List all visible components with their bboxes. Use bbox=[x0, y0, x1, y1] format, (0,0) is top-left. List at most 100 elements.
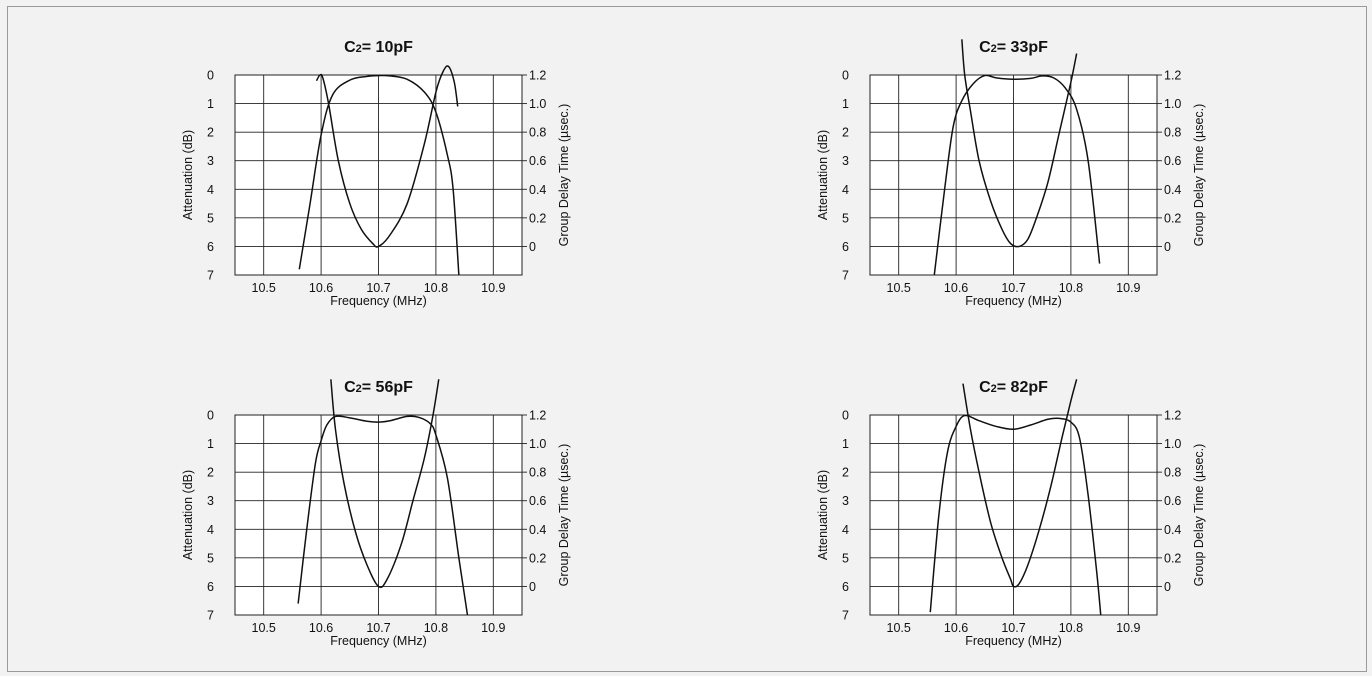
y-left-tick-label: 5 bbox=[207, 551, 214, 565]
y-left-axis-label: Attenuation (dB) bbox=[816, 470, 830, 560]
x-tick-label: 10.8 bbox=[424, 621, 448, 635]
y-left-tick-label: 4 bbox=[842, 183, 849, 197]
x-axis-label: Frequency (MHz) bbox=[330, 634, 427, 648]
y-left-tick-label: 3 bbox=[842, 494, 849, 508]
y-left-tick-label: 2 bbox=[207, 466, 214, 480]
y-left-tick-label: 5 bbox=[842, 551, 849, 565]
y-right-tick-label: 0.8 bbox=[529, 126, 546, 140]
x-tick-label: 10.6 bbox=[944, 281, 968, 295]
y-right-tick-label: 0 bbox=[529, 580, 536, 594]
x-tick-label: 10.5 bbox=[887, 281, 911, 295]
y-left-tick-label: 1 bbox=[207, 97, 214, 111]
y-left-tick-label: 1 bbox=[207, 437, 214, 451]
title-main: C bbox=[344, 39, 356, 56]
y-left-tick-label: 4 bbox=[842, 523, 849, 537]
x-tick-label: 10.7 bbox=[366, 621, 390, 635]
y-left-tick-label: 0 bbox=[842, 69, 849, 83]
x-tick-label: 10.7 bbox=[1001, 621, 1025, 635]
title-subscript: 2 bbox=[991, 43, 997, 55]
y-left-axis-label: Attenuation (dB) bbox=[181, 470, 195, 560]
plot-border bbox=[869, 414, 1158, 616]
y-right-tick-label: 0.2 bbox=[529, 211, 546, 225]
x-tick-label: 10.7 bbox=[366, 281, 390, 295]
plot-border bbox=[234, 414, 523, 616]
y-left-axis-label: Attenuation (dB) bbox=[816, 130, 830, 220]
x-tick-label: 10.9 bbox=[1116, 281, 1140, 295]
y-right-tick-label: 0 bbox=[529, 240, 536, 254]
y-right-axis-label: Group Delay Time (µsec.) bbox=[557, 104, 571, 247]
x-tick-label: 10.8 bbox=[1059, 621, 1083, 635]
y-left-tick-label: 2 bbox=[842, 466, 849, 480]
group-delay-curve bbox=[315, 65, 459, 248]
y-left-tick-label: 2 bbox=[842, 126, 849, 140]
x-tick-label: 10.9 bbox=[481, 621, 505, 635]
y-left-tick-label: 6 bbox=[207, 240, 214, 254]
title-rest: = 82pF bbox=[997, 379, 1048, 396]
x-tick-label: 10.8 bbox=[1059, 281, 1083, 295]
plot-border bbox=[869, 74, 1158, 276]
y-left-tick-label: 7 bbox=[842, 609, 849, 623]
x-tick-label: 10.5 bbox=[887, 621, 911, 635]
chart-title: C2= 33pF bbox=[979, 39, 1048, 56]
x-tick-label: 10.6 bbox=[309, 621, 333, 635]
y-right-tick-label: 0.4 bbox=[529, 523, 546, 537]
y-left-tick-label: 3 bbox=[207, 154, 214, 168]
y-left-tick-label: 0 bbox=[842, 409, 849, 423]
y-right-tick-label: 0.8 bbox=[1164, 466, 1181, 480]
attenuation-curve bbox=[297, 415, 469, 616]
attenuation-curve bbox=[298, 74, 460, 276]
title-rest: = 10pF bbox=[362, 39, 413, 56]
y-right-tick-label: 0 bbox=[1164, 240, 1171, 254]
title-subscript: 2 bbox=[356, 43, 362, 55]
y-left-tick-label: 0 bbox=[207, 69, 214, 83]
y-right-tick-label: 1.2 bbox=[1164, 69, 1181, 83]
x-tick-label: 10.6 bbox=[944, 621, 968, 635]
y-left-tick-label: 4 bbox=[207, 183, 214, 197]
x-tick-label: 10.8 bbox=[424, 281, 448, 295]
y-right-tick-label: 0.2 bbox=[529, 551, 546, 565]
chart-title: C2= 82pF bbox=[979, 379, 1048, 396]
y-left-tick-label: 5 bbox=[842, 211, 849, 225]
y-left-tick-label: 1 bbox=[842, 97, 849, 111]
y-left-tick-label: 3 bbox=[207, 494, 214, 508]
title-main: C bbox=[344, 379, 356, 396]
y-right-tick-label: 0.2 bbox=[1164, 551, 1181, 565]
title-rest: = 56pF bbox=[362, 379, 413, 396]
y-right-tick-label: 1.0 bbox=[1164, 437, 1181, 451]
y-right-tick-label: 0.2 bbox=[1164, 211, 1181, 225]
y-left-tick-label: 7 bbox=[207, 609, 214, 623]
title-rest: = 33pF bbox=[997, 39, 1048, 56]
y-right-tick-label: 0.6 bbox=[529, 154, 546, 168]
y-right-tick-label: 0.4 bbox=[529, 183, 546, 197]
y-left-tick-label: 7 bbox=[207, 269, 214, 283]
y-right-tick-label: 0 bbox=[1164, 580, 1171, 594]
x-tick-label: 10.9 bbox=[481, 281, 505, 295]
y-right-axis-label: Group Delay Time (µsec.) bbox=[1192, 104, 1206, 247]
chart-title: C2= 10pF bbox=[344, 39, 413, 56]
x-tick-label: 10.9 bbox=[1116, 621, 1140, 635]
group-delay-curve bbox=[962, 379, 1078, 588]
x-tick-label: 10.6 bbox=[309, 281, 333, 295]
y-right-tick-label: 1.0 bbox=[529, 437, 546, 451]
y-right-tick-label: 1.0 bbox=[1164, 97, 1181, 111]
x-tick-label: 10.5 bbox=[252, 621, 276, 635]
figure-frame: C2= 10pF 0 1 2 3 4 5 6 7 10.5 10.6 10.7 10.8 10.9 1.2 1… bbox=[7, 6, 1367, 672]
x-axis-label: Frequency (MHz) bbox=[965, 294, 1062, 308]
y-right-tick-label: 1.2 bbox=[529, 69, 546, 83]
title-subscript: 2 bbox=[991, 383, 997, 395]
y-right-axis-label: Group Delay Time (µsec.) bbox=[557, 444, 571, 587]
y-right-tick-label: 0.6 bbox=[1164, 154, 1181, 168]
y-left-tick-label: 3 bbox=[842, 154, 849, 168]
y-right-tick-label: 0.8 bbox=[529, 466, 546, 480]
y-right-tick-label: 1.2 bbox=[1164, 409, 1181, 423]
attenuation-curve bbox=[933, 74, 1101, 276]
chart-title: C2= 56pF bbox=[344, 379, 413, 396]
x-tick-label: 10.5 bbox=[252, 281, 276, 295]
y-left-axis-label: Attenuation (dB) bbox=[181, 130, 195, 220]
y-right-tick-label: 0.6 bbox=[1164, 494, 1181, 508]
